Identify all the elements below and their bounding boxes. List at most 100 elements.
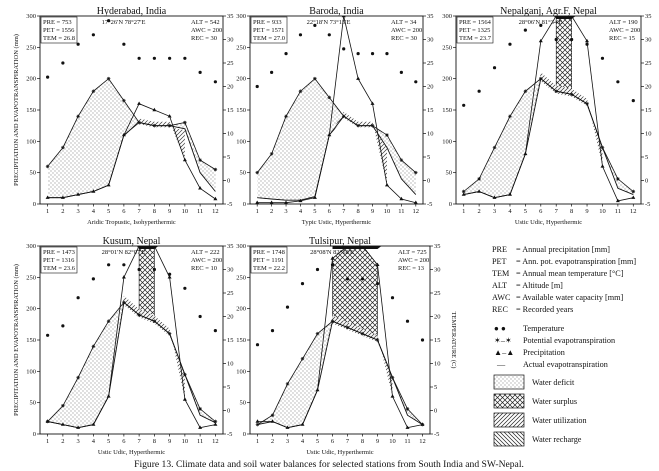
- temperature-point: [523, 28, 527, 32]
- y-tick-label-left: 0: [449, 201, 452, 208]
- x-tick-label: 12: [419, 438, 426, 445]
- pet-point: [330, 319, 335, 323]
- y-tick-label-left: 100: [26, 138, 36, 145]
- x-tick-label: 12: [212, 438, 219, 445]
- precipitation-point: [106, 394, 111, 398]
- water-deficit-area: [463, 78, 634, 198]
- y-tick-label-left: 200: [26, 76, 36, 83]
- legend-symbol-precipitation: ▲–▲ Precipitation: [494, 348, 565, 357]
- y-tick-label-left: 100: [236, 368, 246, 375]
- x-tick-label: 4: [299, 208, 303, 215]
- pet-point: [375, 338, 380, 342]
- soil-classification: Aridic Tropustic, Isohyperthermic: [87, 219, 176, 226]
- precipitation-point: [198, 425, 203, 429]
- station-info-right: AWC = 200: [391, 27, 422, 34]
- pet-point: [538, 76, 543, 81]
- precipitation-point: [390, 394, 395, 398]
- x-tick-label: 6: [328, 208, 332, 215]
- station-info-left: PRE = 1473: [43, 249, 75, 256]
- temperature-point: [570, 37, 574, 42]
- y-tick-label-right: 5: [227, 384, 230, 391]
- pet-point: [76, 114, 80, 119]
- soil-classification: Ustic Udic, Hyperthermic: [515, 219, 582, 226]
- y-tick-label-right: -5: [645, 201, 650, 208]
- station-info-left: TEM = 23.6: [43, 265, 76, 272]
- precipitation-point: [91, 189, 96, 193]
- precipitation-point: [477, 189, 482, 193]
- temperature-point: [492, 66, 497, 70]
- precipitation-point: [255, 419, 260, 423]
- y-tick-label-right: 35: [427, 13, 434, 20]
- pet-line: [47, 78, 216, 170]
- plot-area: [461, 16, 636, 203]
- station-info-left: PET = 1571: [253, 27, 284, 34]
- y-tick-label-left: 200: [236, 76, 246, 83]
- temperature-point: [385, 52, 389, 56]
- x-tick-label: 4: [301, 438, 305, 445]
- y-tick-label-left: 250: [26, 44, 36, 51]
- pet-star-icon: ✶–✶: [494, 336, 512, 345]
- precipitation-point: [461, 192, 466, 196]
- water-deficit-area: [257, 321, 423, 428]
- pet-point: [213, 419, 218, 424]
- y-tick-label-left: 50: [240, 170, 247, 177]
- precipitation-point: [413, 200, 418, 204]
- station-info-right: AWC = 200: [609, 27, 640, 34]
- y-tick-label-right: 20: [645, 84, 652, 91]
- legend-pattern-recharge: Water recharge: [493, 431, 582, 447]
- pet-point: [385, 133, 389, 137]
- station-coords: 22°18'N 73°15'E: [307, 19, 351, 26]
- legend-abbr-key: PRE: [492, 245, 507, 254]
- legend-symbol-label: Precipitation: [523, 348, 565, 357]
- legend-pattern-label: Water utilization: [532, 416, 587, 425]
- temperature-point: [46, 75, 50, 79]
- y-tick-label-left: 300: [236, 243, 246, 250]
- y-tick-label-right: 5: [434, 384, 437, 391]
- temperature-point: [585, 42, 589, 46]
- y-tick-label-left: 0: [33, 431, 36, 438]
- y-tick-label-right: 20: [227, 84, 234, 91]
- pet-point: [255, 422, 260, 427]
- temperature-point: [375, 282, 380, 286]
- x-tick-label: 11: [398, 208, 404, 215]
- y-tick-label-left: 50: [240, 400, 247, 407]
- x-tick-label: 7: [138, 208, 142, 215]
- pet-point: [461, 189, 466, 194]
- precipitation-point: [399, 196, 404, 201]
- y-tick-label-right: 20: [227, 314, 234, 321]
- figure-caption: Figure 13. Climate data and soil water b…: [134, 459, 524, 470]
- temperature-point: [356, 52, 360, 56]
- temperature-point: [61, 61, 65, 65]
- station-info-left: TEM = 26.8: [43, 35, 75, 42]
- pet-point: [327, 95, 332, 100]
- y-tick-label-left: 100: [442, 138, 452, 145]
- temperature-point: [213, 329, 217, 333]
- precipitation-point: [270, 419, 275, 423]
- x-tick-label: 2: [61, 438, 64, 445]
- y-tick-label-right: 30: [227, 37, 234, 44]
- station-info-right: REC = 10: [191, 265, 217, 272]
- precipitation-point: [152, 107, 157, 112]
- legend-patterns: Water deficit Water surplus Water utiliz…: [493, 374, 587, 447]
- water-deficit-area: [47, 302, 216, 428]
- y-tick-label-left: 250: [236, 44, 246, 51]
- y-tick-label-left: 300: [26, 13, 36, 20]
- precipitation-line: [47, 246, 216, 429]
- y-tick-label-left: 50: [30, 400, 37, 407]
- precipitation-point: [356, 76, 361, 80]
- pet-point: [300, 357, 305, 361]
- precipitation-point: [600, 164, 605, 168]
- station-info-right: REC = 30: [391, 35, 417, 42]
- x-tick-label: 9: [168, 208, 171, 215]
- y-tick-label-left: 250: [26, 274, 36, 281]
- soil-classification: Ustic Udic, Hyperthermic: [306, 449, 373, 456]
- temperature-point: [360, 277, 365, 281]
- precipitation-point: [269, 200, 274, 204]
- temperature-point: [539, 23, 543, 27]
- pet-point: [198, 158, 202, 162]
- legend-symbol-aet: — Actual evapotranspiration: [496, 360, 608, 369]
- precipitation-point: [615, 198, 620, 203]
- temperature-point: [198, 314, 202, 319]
- temperature-point: [76, 42, 80, 46]
